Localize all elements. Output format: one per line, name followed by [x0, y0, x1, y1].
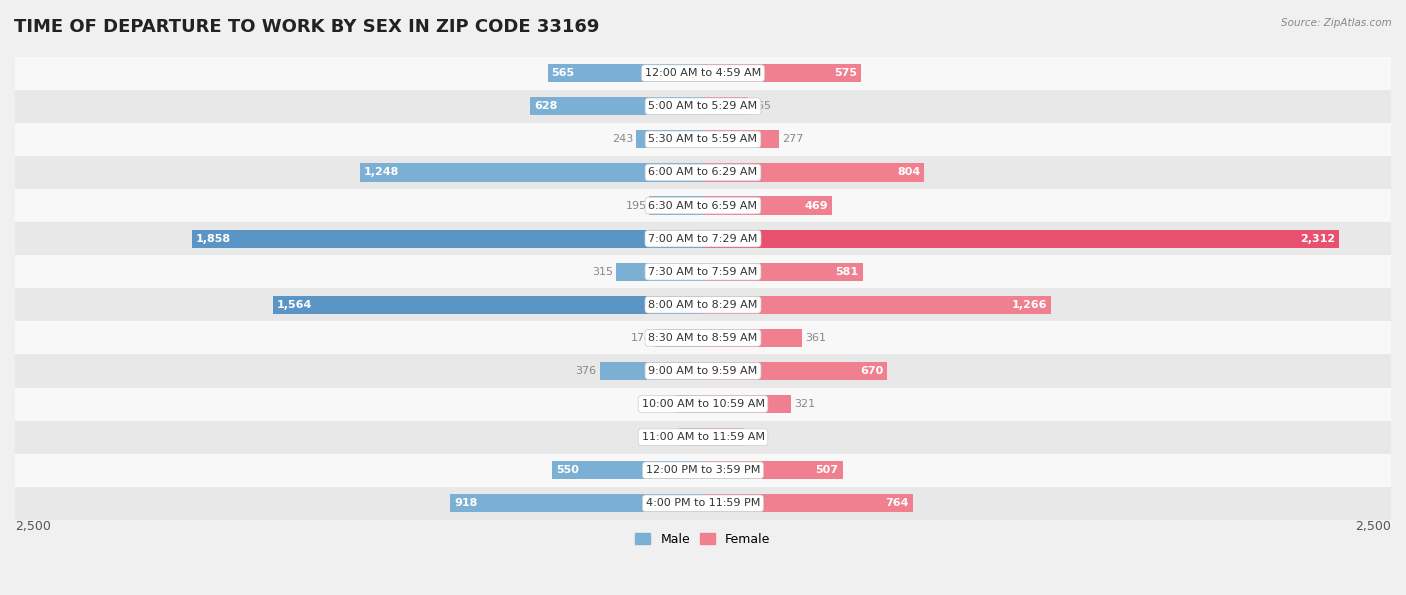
- Text: 581: 581: [835, 267, 859, 277]
- Text: 670: 670: [860, 366, 883, 376]
- Text: 2,500: 2,500: [15, 520, 51, 533]
- Text: 2,312: 2,312: [1301, 234, 1336, 243]
- Bar: [191, 230, 703, 248]
- Bar: [15, 90, 1391, 123]
- Text: 150: 150: [747, 432, 768, 442]
- Bar: [15, 123, 1391, 156]
- Text: 165: 165: [751, 101, 772, 111]
- Text: 2,500: 2,500: [1355, 520, 1391, 533]
- Text: 1,564: 1,564: [277, 300, 312, 310]
- Text: 918: 918: [454, 498, 478, 508]
- Bar: [703, 230, 1340, 248]
- Text: 10:00 AM to 10:59 AM: 10:00 AM to 10:59 AM: [641, 399, 765, 409]
- Bar: [360, 164, 703, 181]
- Text: TIME OF DEPARTURE TO WORK BY SEX IN ZIP CODE 33169: TIME OF DEPARTURE TO WORK BY SEX IN ZIP …: [14, 18, 599, 36]
- Text: 1,248: 1,248: [364, 167, 399, 177]
- Bar: [15, 189, 1391, 222]
- Text: 9:00 AM to 9:59 AM: 9:00 AM to 9:59 AM: [648, 366, 758, 376]
- Bar: [703, 97, 748, 115]
- Bar: [15, 321, 1391, 355]
- Bar: [530, 97, 703, 115]
- Bar: [616, 262, 703, 281]
- Bar: [703, 130, 779, 149]
- Text: 8:00 AM to 8:29 AM: 8:00 AM to 8:29 AM: [648, 300, 758, 310]
- Text: 174: 174: [631, 333, 652, 343]
- Bar: [15, 255, 1391, 288]
- Text: 1,858: 1,858: [195, 234, 231, 243]
- Bar: [703, 428, 744, 446]
- Bar: [703, 395, 792, 413]
- Text: 4:00 PM to 11:59 PM: 4:00 PM to 11:59 PM: [645, 498, 761, 508]
- Text: 469: 469: [804, 201, 828, 211]
- Text: 315: 315: [592, 267, 613, 277]
- Text: 764: 764: [886, 498, 910, 508]
- Bar: [273, 296, 703, 314]
- Bar: [15, 421, 1391, 453]
- Bar: [15, 222, 1391, 255]
- Text: 12:00 PM to 3:59 PM: 12:00 PM to 3:59 PM: [645, 465, 761, 475]
- Bar: [703, 494, 914, 512]
- Bar: [15, 355, 1391, 387]
- Bar: [450, 494, 703, 512]
- Bar: [15, 387, 1391, 421]
- Text: 7:00 AM to 7:29 AM: 7:00 AM to 7:29 AM: [648, 234, 758, 243]
- Text: 195: 195: [626, 201, 647, 211]
- Bar: [703, 164, 924, 181]
- Bar: [655, 329, 703, 347]
- Bar: [703, 461, 842, 480]
- Text: 321: 321: [794, 399, 815, 409]
- Text: 102: 102: [651, 399, 672, 409]
- Bar: [703, 64, 862, 82]
- Bar: [15, 288, 1391, 321]
- Text: 565: 565: [551, 68, 575, 78]
- Text: 550: 550: [555, 465, 579, 475]
- Bar: [15, 156, 1391, 189]
- Bar: [703, 196, 832, 215]
- Bar: [15, 453, 1391, 487]
- Text: Source: ZipAtlas.com: Source: ZipAtlas.com: [1281, 18, 1392, 28]
- Text: 6:30 AM to 6:59 AM: 6:30 AM to 6:59 AM: [648, 201, 758, 211]
- Bar: [547, 64, 703, 82]
- Bar: [551, 461, 703, 480]
- Text: 5:30 AM to 5:59 AM: 5:30 AM to 5:59 AM: [648, 134, 758, 145]
- Text: 12:00 AM to 4:59 AM: 12:00 AM to 4:59 AM: [645, 68, 761, 78]
- Bar: [675, 395, 703, 413]
- Bar: [636, 130, 703, 149]
- Bar: [703, 362, 887, 380]
- Bar: [703, 329, 803, 347]
- Bar: [679, 428, 703, 446]
- Text: 804: 804: [897, 167, 920, 177]
- Text: 507: 507: [815, 465, 838, 475]
- Text: 6:00 AM to 6:29 AM: 6:00 AM to 6:29 AM: [648, 167, 758, 177]
- Text: 628: 628: [534, 101, 558, 111]
- Text: 575: 575: [834, 68, 858, 78]
- Bar: [15, 57, 1391, 90]
- Bar: [15, 487, 1391, 520]
- Text: 361: 361: [806, 333, 827, 343]
- Text: 5:00 AM to 5:29 AM: 5:00 AM to 5:29 AM: [648, 101, 758, 111]
- Legend: Male, Female: Male, Female: [630, 528, 776, 550]
- Text: 1,266: 1,266: [1012, 300, 1047, 310]
- Bar: [650, 196, 703, 215]
- Text: 8:30 AM to 8:59 AM: 8:30 AM to 8:59 AM: [648, 333, 758, 343]
- Text: 243: 243: [612, 134, 633, 145]
- Bar: [599, 362, 703, 380]
- Bar: [703, 296, 1052, 314]
- Text: 7:30 AM to 7:59 AM: 7:30 AM to 7:59 AM: [648, 267, 758, 277]
- Bar: [703, 262, 863, 281]
- Text: 89: 89: [661, 432, 676, 442]
- Text: 11:00 AM to 11:59 AM: 11:00 AM to 11:59 AM: [641, 432, 765, 442]
- Text: 277: 277: [782, 134, 803, 145]
- Text: 376: 376: [575, 366, 596, 376]
